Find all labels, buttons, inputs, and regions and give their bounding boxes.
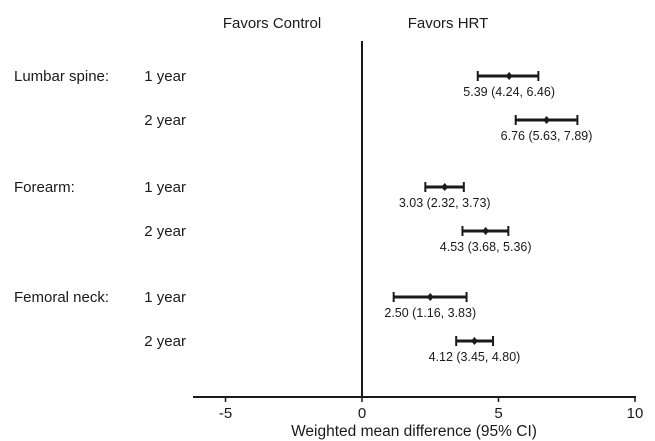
period-label: 1 year	[144, 289, 186, 306]
plot-marks: Lumbar spine: 1 year 5.39 (4.24, 6.46) 2 ye…	[14, 68, 592, 364]
x-axis-title: Weighted mean difference (95% CI)	[291, 423, 537, 440]
period-label: 2 year	[144, 112, 186, 129]
estimate-label: 4.53 (3.68, 5.36)	[440, 240, 532, 254]
estimate-point	[482, 227, 490, 235]
x-tick-label: -5	[219, 405, 232, 422]
period-label: 2 year	[144, 223, 186, 240]
x-tick-label: 0	[358, 405, 366, 422]
estimate-label: 4.12 (3.45, 4.80)	[429, 350, 521, 364]
favors-control-label: Favors Control	[223, 15, 321, 32]
estimate-label: 6.76 (5.63, 7.89)	[501, 129, 593, 143]
estimate-point	[426, 293, 434, 301]
group-label: Femoral neck:	[14, 289, 109, 306]
estimate-point	[470, 337, 478, 345]
group-label: Forearm:	[14, 179, 75, 196]
x-tick-label: 5	[494, 405, 502, 422]
x-axis-ticks: -5 0 5 10	[219, 397, 644, 422]
estimate-label: 2.50 (1.16, 3.83)	[384, 306, 476, 320]
x-tick-label: 10	[627, 405, 644, 422]
period-label: 1 year	[144, 68, 186, 85]
period-label: 1 year	[144, 179, 186, 196]
estimate-point	[505, 72, 513, 80]
estimate-label: 5.39 (4.24, 6.46)	[463, 85, 555, 99]
favors-hrt-label: Favors HRT	[408, 15, 489, 32]
estimate-point	[441, 183, 449, 191]
estimate-point	[543, 116, 551, 124]
estimate-label: 3.03 (2.32, 3.73)	[399, 196, 491, 210]
period-label: 2 year	[144, 333, 186, 350]
group-label: Lumbar spine:	[14, 68, 109, 85]
